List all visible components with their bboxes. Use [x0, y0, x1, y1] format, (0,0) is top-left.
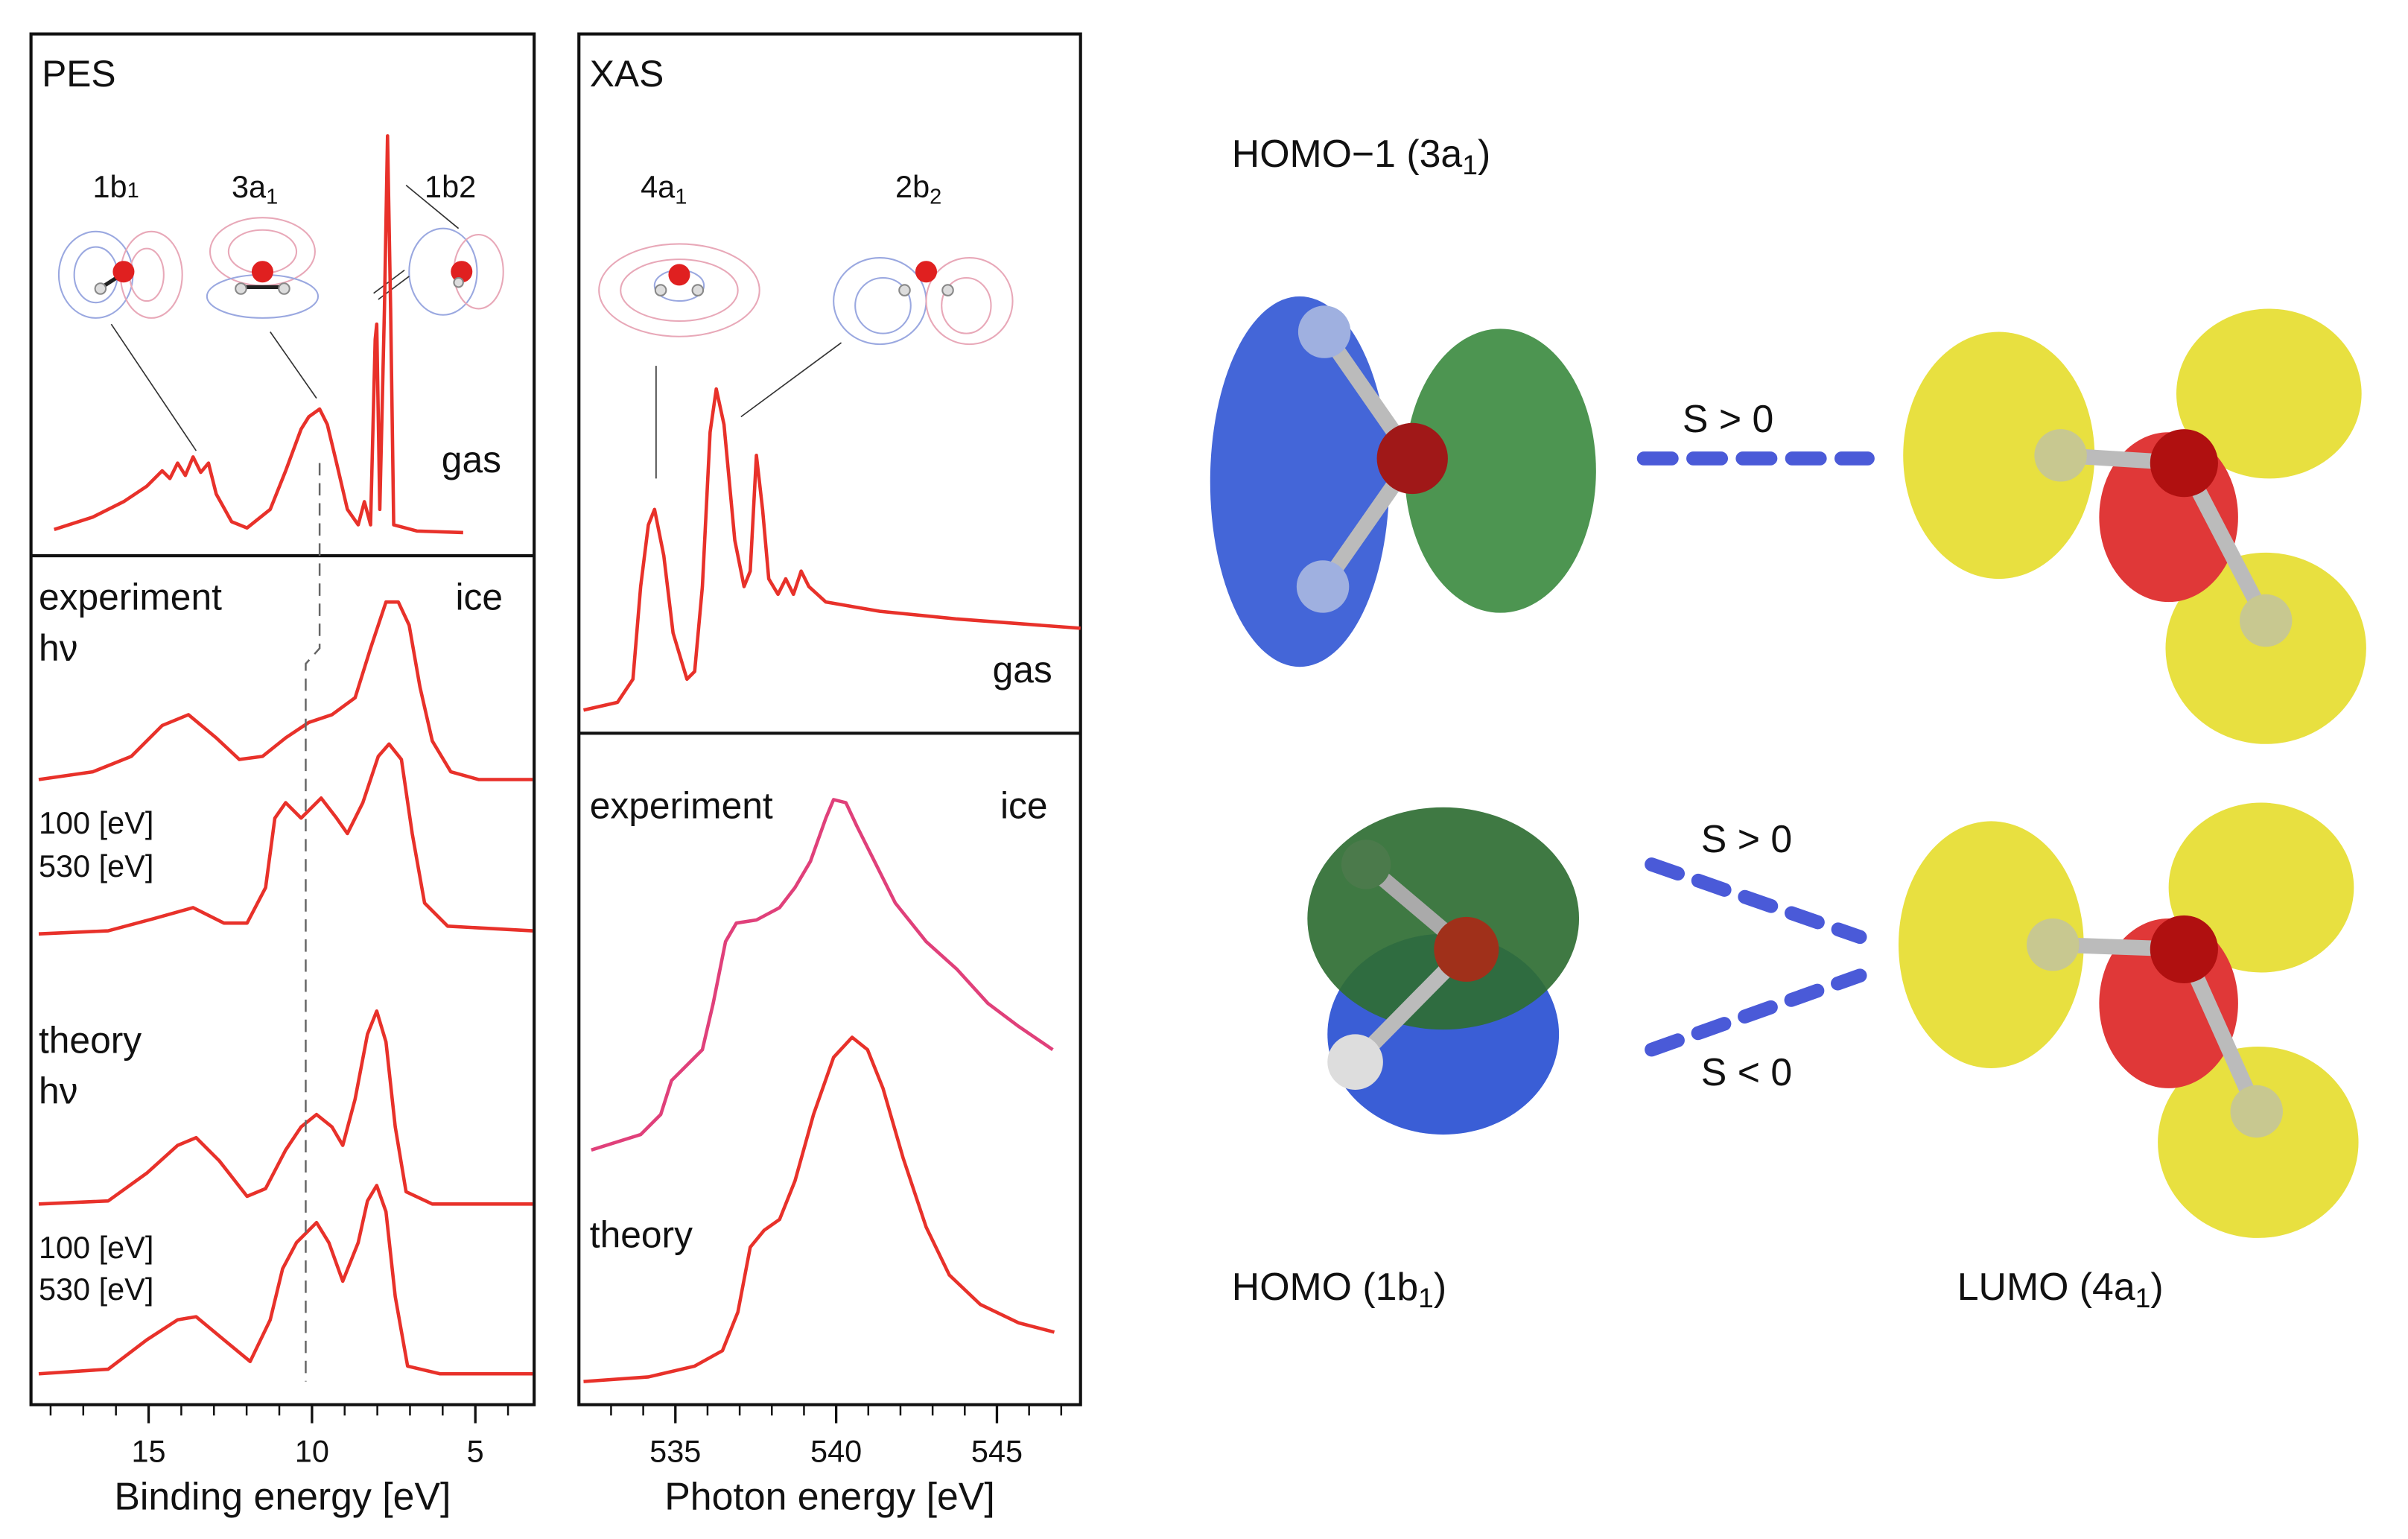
- orbital-caption: LUMO (4a1): [1957, 1265, 2164, 1313]
- molecule-icon: [598, 243, 760, 337]
- orbital-label: 3a1: [232, 169, 278, 209]
- overlap-label: S > 0: [1683, 397, 1773, 440]
- caption-sub: 1: [1418, 1282, 1434, 1313]
- x-tick-label: 10: [295, 1433, 329, 1468]
- x-tick-label: 535: [649, 1433, 701, 1468]
- orbital-sub: 2: [459, 169, 476, 204]
- hv-label: hν: [39, 627, 78, 669]
- orbital-lumo: [1898, 802, 2359, 1238]
- gas-label: gas: [442, 439, 501, 480]
- overlap-line: [1645, 857, 1867, 945]
- x-tick-label: 5: [467, 1433, 484, 1468]
- x-tick-label: 540: [810, 1433, 862, 1468]
- x-tick-label: 545: [971, 1433, 1023, 1468]
- orbital-name: 1b: [425, 169, 459, 204]
- orbital-label: 1b2: [425, 169, 476, 204]
- theory-label: theory: [590, 1213, 693, 1255]
- xas-gas-spectrum: [582, 387, 1081, 712]
- ice-label: ice: [455, 577, 503, 618]
- orbital-sub: 1: [266, 185, 278, 209]
- orbital-name: 3a: [232, 169, 267, 204]
- x-axis-label: Binding energy [eV]: [114, 1475, 451, 1518]
- energy-label: 100 [eV]: [39, 805, 153, 840]
- alignment-line: [305, 463, 321, 1382]
- orbital-sub: 1: [127, 179, 139, 203]
- pes-theory-100: [38, 1009, 533, 1206]
- pes-title: PES: [42, 53, 116, 95]
- leader-line: [405, 185, 460, 229]
- energy-label: 530 [eV]: [39, 848, 153, 883]
- leader-line: [740, 342, 842, 418]
- orbital-label: 1b1: [93, 169, 139, 204]
- caption-name: LUMO (4a: [1957, 1265, 2135, 1308]
- caption-name: HOMO−1 (3a: [1232, 132, 1463, 175]
- caption-sub: 1: [2135, 1282, 2151, 1313]
- experiment-label: experiment: [39, 577, 222, 618]
- pes-theory-530: [38, 1184, 533, 1376]
- orbital-caption: HOMO (1b1): [1232, 1265, 1446, 1313]
- orbital-name: 2b: [895, 169, 930, 204]
- orbital-name: 1b: [93, 169, 127, 204]
- pes-frame: [29, 32, 536, 1406]
- xas-frame: [577, 32, 1082, 1406]
- orbital-name: 4a: [641, 169, 676, 204]
- orbital-lumo: [1903, 308, 2366, 744]
- overlap-label: S > 0: [1701, 817, 1792, 860]
- orbital-homo-1: [1210, 296, 1596, 667]
- xas-title: XAS: [590, 53, 664, 95]
- xas-experiment-spectrum: [591, 798, 1054, 1152]
- energy-label: 100 [eV]: [39, 1230, 153, 1265]
- pes-experiment-530: [38, 742, 533, 936]
- leader-line: [270, 331, 317, 399]
- gas-label: gas: [993, 649, 1052, 691]
- caption-close: ): [2150, 1265, 2163, 1308]
- leader-line: [110, 323, 197, 451]
- pes-gas-spectrum: [54, 134, 463, 535]
- orbital-sub: 2: [930, 185, 941, 209]
- molecule-icon: [206, 217, 320, 319]
- caption-name: HOMO (1b: [1232, 1265, 1418, 1308]
- overlap-label: S < 0: [1701, 1050, 1792, 1094]
- orbital-caption: HOMO−1 (3a1): [1232, 132, 1490, 180]
- orbital-label: 2b2: [895, 169, 941, 209]
- theory-label: theory: [39, 1019, 142, 1061]
- energy-label: 530 [eV]: [39, 1272, 153, 1307]
- molecule-icon: [57, 230, 183, 319]
- ice-label: ice: [1000, 784, 1048, 826]
- pes-experiment-100: [38, 600, 533, 781]
- hv-label: hν: [39, 1070, 78, 1112]
- molecule-icon: [408, 227, 504, 316]
- caption-close: ): [1434, 1265, 1446, 1308]
- orbital-homo: [1307, 807, 1580, 1135]
- x-tick-label: 15: [131, 1433, 165, 1468]
- experiment-label: experiment: [590, 784, 773, 826]
- caption-sub: 1: [1462, 149, 1478, 180]
- overlap-line: [1645, 968, 1867, 1057]
- xas-theory-spectrum: [583, 1035, 1055, 1383]
- break-mark: [378, 276, 410, 300]
- orbital-sub: 1: [675, 185, 687, 209]
- x-axis-label: Photon energy [eV]: [664, 1475, 994, 1518]
- caption-close: ): [1478, 132, 1490, 175]
- molecule-icon: [833, 257, 1014, 346]
- orbital-label: 4a1: [641, 169, 687, 209]
